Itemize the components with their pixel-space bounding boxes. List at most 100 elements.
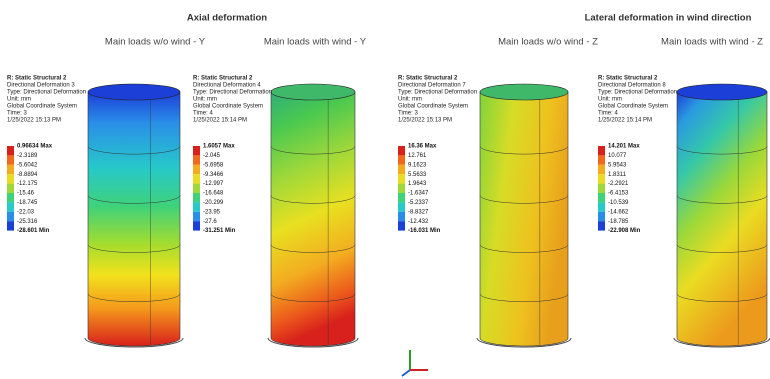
cylinder-top bbox=[677, 84, 767, 100]
legend-label: -18.785 bbox=[608, 219, 629, 225]
info-line: Directional Deformation 3 bbox=[7, 83, 75, 89]
info-line: Directional Deformation 4 bbox=[193, 83, 261, 89]
info-line: Time: 3 bbox=[398, 111, 418, 117]
legend-label: -2.3189 bbox=[17, 153, 38, 159]
cylinder-top bbox=[480, 84, 568, 100]
info-line: Global Coordinate System bbox=[398, 104, 468, 110]
panel-caption: Main loads with wind - Y bbox=[264, 37, 367, 48]
info-line: Time: 4 bbox=[598, 111, 618, 117]
cylinder-top bbox=[271, 84, 355, 100]
legend-label: -12.175 bbox=[17, 181, 38, 187]
info-line: Type: Directional Deformation bbox=[7, 90, 86, 96]
legend-label: -8.8894 bbox=[17, 172, 38, 178]
legend-swatch bbox=[598, 146, 605, 155]
legend-swatch bbox=[193, 221, 200, 230]
legend-label: -12.432 bbox=[408, 219, 429, 225]
legend-label: -22.908 Min bbox=[608, 228, 641, 234]
info-line: Global Coordinate System bbox=[193, 104, 263, 110]
legend-swatch bbox=[598, 221, 605, 230]
legend-label: -22.03 bbox=[17, 209, 35, 215]
panel-caption: Main loads w/o wind - Y bbox=[105, 37, 206, 48]
info-line: Type: Directional Deformation bbox=[193, 90, 272, 96]
legend-label: 14.201 Max bbox=[608, 144, 640, 150]
legend-label: 1.6057 Max bbox=[203, 144, 235, 150]
legend-label: -1.6347 bbox=[408, 191, 429, 197]
info-line: Directional Deformation 7 bbox=[398, 83, 466, 89]
legend-swatch bbox=[7, 193, 14, 202]
info-line: R: Static Structural 2 bbox=[398, 76, 458, 82]
info-line: Time: 3 bbox=[7, 111, 27, 117]
info-line: 1/25/2022 15:13 PM bbox=[398, 118, 452, 124]
legend-swatch bbox=[7, 212, 14, 221]
legend-label: -25.316 bbox=[17, 219, 38, 225]
legend-label: -8.8327 bbox=[408, 209, 429, 215]
legend-swatch bbox=[193, 146, 200, 155]
legend-swatch bbox=[7, 155, 14, 164]
legend-swatch bbox=[7, 202, 14, 211]
info-line: R: Static Structural 2 bbox=[193, 76, 253, 82]
cylinder-top bbox=[88, 84, 180, 100]
legend-label: -27.6 bbox=[203, 219, 217, 225]
legend-label: 0.96634 Max bbox=[17, 144, 53, 150]
legend-label: -5.6958 bbox=[203, 162, 224, 168]
legend-swatch bbox=[598, 212, 605, 221]
legend-label: 9.1623 bbox=[408, 162, 427, 168]
legend-label: -14.662 bbox=[608, 209, 629, 215]
legend-label: -5.6042 bbox=[17, 162, 38, 168]
legend-swatch bbox=[398, 184, 405, 193]
legend-swatch bbox=[398, 174, 405, 183]
legend-label: -18.745 bbox=[17, 200, 38, 206]
cylinder bbox=[88, 92, 180, 346]
legend-swatch bbox=[398, 202, 405, 211]
legend-label: -6.4153 bbox=[608, 191, 629, 197]
legend-label: -23.95 bbox=[203, 209, 221, 215]
legend-label: 1.9643 bbox=[408, 181, 427, 187]
info-line: Directional Deformation 8 bbox=[598, 83, 666, 89]
legend-label: -9.3466 bbox=[203, 172, 224, 178]
legend-label: -20.299 bbox=[203, 200, 224, 206]
legend-label: -28.601 Min bbox=[17, 228, 50, 234]
info-line: R: Static Structural 2 bbox=[598, 76, 658, 82]
info-line: 1/25/2022 15:13 PM bbox=[7, 118, 61, 124]
legend-label: 5.9543 bbox=[608, 162, 627, 168]
legend-swatch bbox=[193, 155, 200, 164]
legend-swatch bbox=[398, 212, 405, 221]
triad bbox=[402, 350, 428, 376]
legend-swatch bbox=[7, 174, 14, 183]
legend-label: 12.761 bbox=[408, 153, 427, 159]
info-line: Global Coordinate System bbox=[598, 104, 668, 110]
legend-swatch bbox=[193, 184, 200, 193]
legend-swatch bbox=[398, 155, 405, 164]
panel-caption: Main loads with wind - Z bbox=[661, 37, 763, 48]
section-header: Axial deformation bbox=[187, 13, 267, 24]
info-line: Unit: mm bbox=[193, 97, 217, 103]
figure-canvas: Axial deformationLateral deformation in … bbox=[0, 0, 770, 379]
legend-label: 5.5633 bbox=[408, 172, 427, 178]
info-line: Unit: mm bbox=[7, 97, 31, 103]
legend-swatch bbox=[598, 174, 605, 183]
legend-swatch bbox=[398, 146, 405, 155]
legend-label: -2.045 bbox=[203, 153, 221, 159]
legend-swatch bbox=[7, 221, 14, 230]
panel-caption: Main loads w/o wind - Z bbox=[498, 37, 598, 48]
legend-swatch bbox=[598, 165, 605, 174]
legend-label: -16.031 Min bbox=[408, 228, 441, 234]
legend-label: -10.539 bbox=[608, 200, 629, 206]
legend-label: -31.251 Min bbox=[203, 228, 236, 234]
legend-swatch bbox=[193, 202, 200, 211]
legend-swatch bbox=[193, 174, 200, 183]
cylinder bbox=[677, 92, 767, 346]
info-line: R: Static Structural 2 bbox=[7, 76, 67, 82]
info-line: Type: Directional Deformation bbox=[398, 90, 477, 96]
legend-label: -5.2337 bbox=[408, 200, 429, 206]
info-line: Time: 4 bbox=[193, 111, 213, 117]
legend-swatch bbox=[193, 212, 200, 221]
legend-swatch bbox=[193, 193, 200, 202]
legend-label: -2.2921 bbox=[608, 181, 629, 187]
info-line: Type: Directional Deformation bbox=[598, 90, 677, 96]
info-line: Global Coordinate System bbox=[7, 104, 77, 110]
info-line: 1/25/2022 15:14 PM bbox=[193, 118, 247, 124]
legend-swatch bbox=[598, 193, 605, 202]
legend-swatch bbox=[7, 184, 14, 193]
legend-swatch bbox=[598, 184, 605, 193]
